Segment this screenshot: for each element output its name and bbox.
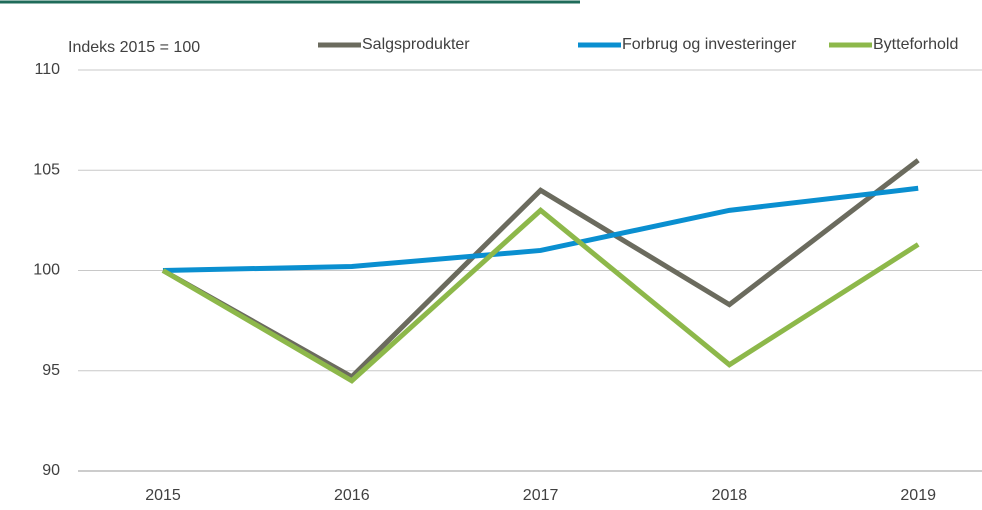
x-tick-label: 2019 <box>900 487 936 504</box>
x-tick-label: 2016 <box>334 487 370 504</box>
legend-label: Forbrug og investeringer <box>622 36 797 53</box>
x-tick-label: 2018 <box>712 487 748 504</box>
series-line <box>162 185 919 273</box>
y-tick-label: 90 <box>42 462 60 479</box>
y-tick-label: 100 <box>33 262 60 279</box>
series-line <box>161 207 920 384</box>
x-tick-label: 2015 <box>145 487 181 504</box>
legend-label: Salgsprodukter <box>362 36 470 53</box>
legend-label: Bytteforhold <box>873 36 958 53</box>
y-tick-label: 105 <box>33 161 60 178</box>
x-tick-label: 2017 <box>523 487 559 504</box>
annotation: Indeks 2015 = 100 <box>68 39 200 56</box>
y-tick-label: 110 <box>34 61 60 78</box>
y-tick-label: 95 <box>42 362 60 379</box>
